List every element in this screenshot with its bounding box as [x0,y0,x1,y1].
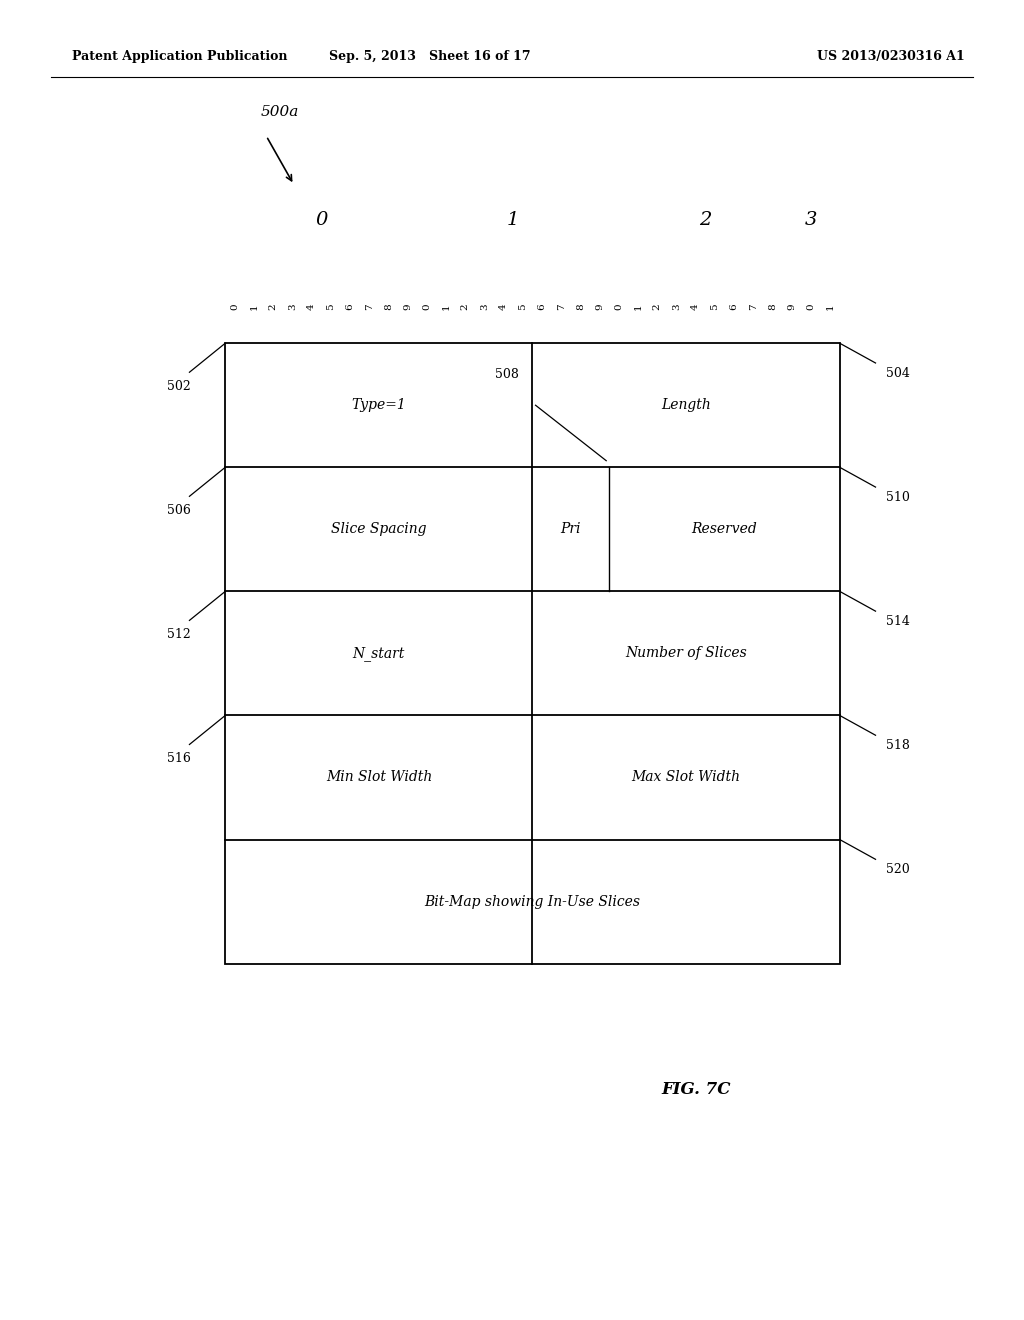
Text: 510: 510 [886,491,909,504]
Text: 1: 1 [507,211,519,230]
Text: 2: 2 [652,304,662,310]
Text: 516: 516 [167,752,191,766]
Text: Bit-Map showing In-Use Slices: Bit-Map showing In-Use Slices [425,895,640,908]
Text: 6: 6 [345,304,354,310]
Text: 504: 504 [886,367,909,380]
Text: 500a: 500a [261,106,299,119]
Text: 4: 4 [307,304,316,310]
Text: 5: 5 [518,304,527,310]
Text: Type=1: Type=1 [351,399,407,412]
Text: 5: 5 [327,304,336,310]
Text: 520: 520 [886,863,909,876]
Text: 0: 0 [614,304,624,310]
Text: 508: 508 [495,368,519,381]
Text: FIG. 7C: FIG. 7C [662,1081,731,1097]
Text: 506: 506 [167,504,191,517]
Text: 3: 3 [288,304,297,310]
Text: 8: 8 [384,304,393,310]
Text: N_start: N_start [352,645,406,661]
Text: 8: 8 [768,304,777,310]
Text: Sep. 5, 2013   Sheet 16 of 17: Sep. 5, 2013 Sheet 16 of 17 [330,50,530,63]
Text: 3: 3 [805,211,817,230]
Text: 0: 0 [422,304,431,310]
Text: 5: 5 [711,304,720,310]
Text: 2: 2 [268,304,278,310]
Text: 1: 1 [825,304,835,310]
Text: 9: 9 [595,304,604,310]
Text: 0: 0 [806,304,815,310]
Text: 7: 7 [557,304,566,310]
Text: 512: 512 [167,628,191,642]
Text: 6: 6 [729,304,738,310]
Text: 1: 1 [250,304,259,310]
Text: Reserved: Reserved [691,523,758,536]
Text: Slice Spacing: Slice Spacing [331,523,427,536]
Text: 2: 2 [461,304,470,310]
Text: 514: 514 [886,615,909,628]
Text: 7: 7 [749,304,758,310]
Text: 8: 8 [575,304,585,310]
Text: 0: 0 [230,304,240,310]
Bar [225,343,840,964]
Text: Number of Slices: Number of Slices [626,647,746,660]
Text: 3: 3 [480,304,489,310]
Text: 7: 7 [365,304,374,310]
Text: 9: 9 [787,304,797,310]
Text: Max Slot Width: Max Slot Width [632,771,740,784]
Text: 2: 2 [699,211,712,230]
Text: 4: 4 [499,304,508,310]
Text: 9: 9 [403,304,413,310]
Text: 502: 502 [167,380,191,393]
Text: 1: 1 [441,304,451,310]
Text: 1: 1 [634,304,643,310]
Text: US 2013/0230316 A1: US 2013/0230316 A1 [817,50,965,63]
Text: 6: 6 [538,304,547,310]
Text: 3: 3 [672,304,681,310]
Text: 518: 518 [886,739,909,752]
Text: Pri: Pri [560,523,582,536]
Text: Min Slot Width: Min Slot Width [326,771,432,784]
Text: 4: 4 [691,304,700,310]
Text: Length: Length [662,399,711,412]
Text: 0: 0 [315,211,328,230]
Text: Patent Application Publication: Patent Application Publication [72,50,287,63]
